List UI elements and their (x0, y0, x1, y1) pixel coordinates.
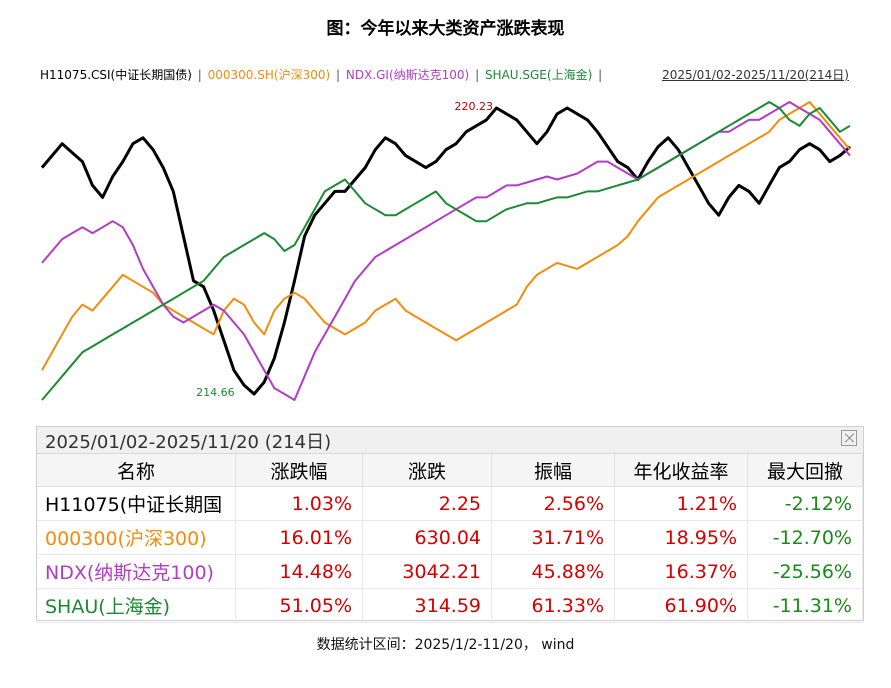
cell-change-pct: 51.05% (235, 588, 363, 623)
max-value-label: 220.23 (455, 100, 494, 113)
cell-change: 3042.21 (362, 554, 492, 589)
col-header[interactable]: 涨跌 (362, 454, 492, 487)
stats-panel: 2025/01/02-2025/11/20 (214日) 名称 涨跌幅 涨跌 振… (36, 426, 864, 623)
legend-item-csi300[interactable]: 000300.SH(沪深300) (207, 68, 331, 82)
table-header-row: 名称 涨跌幅 涨跌 振幅 年化收益率 最大回撤 (37, 454, 863, 487)
col-header[interactable]: 最大回撤 (747, 454, 863, 487)
table-row[interactable]: 000300(沪深300) 16.01% 630.04 31.71% 18.95% -12… (37, 520, 863, 555)
cell-change: 2.25 (362, 486, 492, 521)
cell-max-drawdown: -12.70% (747, 520, 863, 555)
legend-separator: | (197, 68, 202, 82)
cell-annualized: 18.95% (614, 520, 748, 555)
cell-change-pct: 14.48% (235, 554, 363, 589)
col-header[interactable]: 年化收益率 (614, 454, 748, 487)
series-layer (40, 101, 851, 401)
cell-annualized: 1.21% (614, 486, 748, 521)
cell-amplitude: 31.71% (491, 520, 615, 555)
line-chart: 220.23 214.66 (40, 100, 851, 401)
legend-item-ndx[interactable]: NDX.GI(纳斯达克100) (345, 68, 470, 82)
col-header[interactable]: 振幅 (491, 454, 615, 487)
cell-max-drawdown: -2.12% (747, 486, 863, 521)
min-value-label: 214.66 (196, 386, 235, 399)
stats-panel-header: 2025/01/02-2025/11/20 (214日) (37, 427, 863, 454)
cell-annualized: 16.37% (614, 554, 748, 589)
cell-change-pct: 16.01% (235, 520, 363, 555)
series-line-2 (41, 101, 851, 401)
series-line-1 (41, 101, 851, 371)
legend-item-gold[interactable]: SHAU.SGE(上海金) (484, 68, 593, 82)
stats-range: 2025/01/02-2025/11/20 (214日) (45, 432, 332, 453)
chart-title: 图：今年以来大类资产涨跌表现 (326, 19, 565, 39)
footer-note: 数据统计区间：2025/1/2-11/20， wind (316, 637, 575, 653)
col-header[interactable]: 名称 (37, 454, 236, 487)
table-row[interactable]: H11075(中证长期国 1.03% 2.25 2.56% 1.21% -2.12% (37, 486, 863, 521)
cell-annualized: 61.90% (614, 588, 748, 623)
cell-max-drawdown: -25.56% (747, 554, 863, 589)
series-line-3 (41, 101, 851, 401)
cell-change: 630.04 (362, 520, 492, 555)
cell-amplitude: 61.33% (491, 588, 615, 623)
row-name: 000300(沪深300) (37, 520, 236, 555)
legend-separator: | (475, 68, 480, 82)
row-name: SHAU(上海金) (37, 588, 236, 623)
cell-max-drawdown: -11.31% (747, 588, 863, 623)
cell-change: 314.59 (362, 588, 492, 623)
col-header[interactable]: 涨跌幅 (235, 454, 363, 487)
row-name: H11075(中证长期国 (37, 486, 236, 521)
row-name: NDX(纳斯达克100) (37, 554, 236, 589)
legend: H11075.CSI(中证长期国债) | 000300.SH(沪深300) | … (40, 66, 604, 83)
table-row[interactable]: NDX(纳斯达克100) 14.48% 3042.21 45.88% 16.37% -25… (37, 554, 863, 589)
cell-amplitude: 45.88% (491, 554, 615, 589)
cell-change-pct: 1.03% (235, 486, 363, 521)
date-range-label[interactable]: 2025/01/02-2025/11/20(214日) (662, 68, 849, 82)
stats-table: 名称 涨跌幅 涨跌 振幅 年化收益率 最大回撤 H11075(中证长期国 1.03… (37, 454, 863, 623)
series-line-0 (40, 106, 851, 396)
close-icon[interactable] (841, 430, 857, 446)
cell-amplitude: 2.56% (491, 486, 615, 521)
legend-separator: | (336, 68, 341, 82)
legend-separator: | (598, 68, 603, 82)
table-row[interactable]: SHAU(上海金) 51.05% 314.59 61.33% 61.90% -11.31% (37, 588, 863, 623)
legend-item-bond[interactable]: H11075.CSI(中证长期国债) (40, 68, 192, 82)
